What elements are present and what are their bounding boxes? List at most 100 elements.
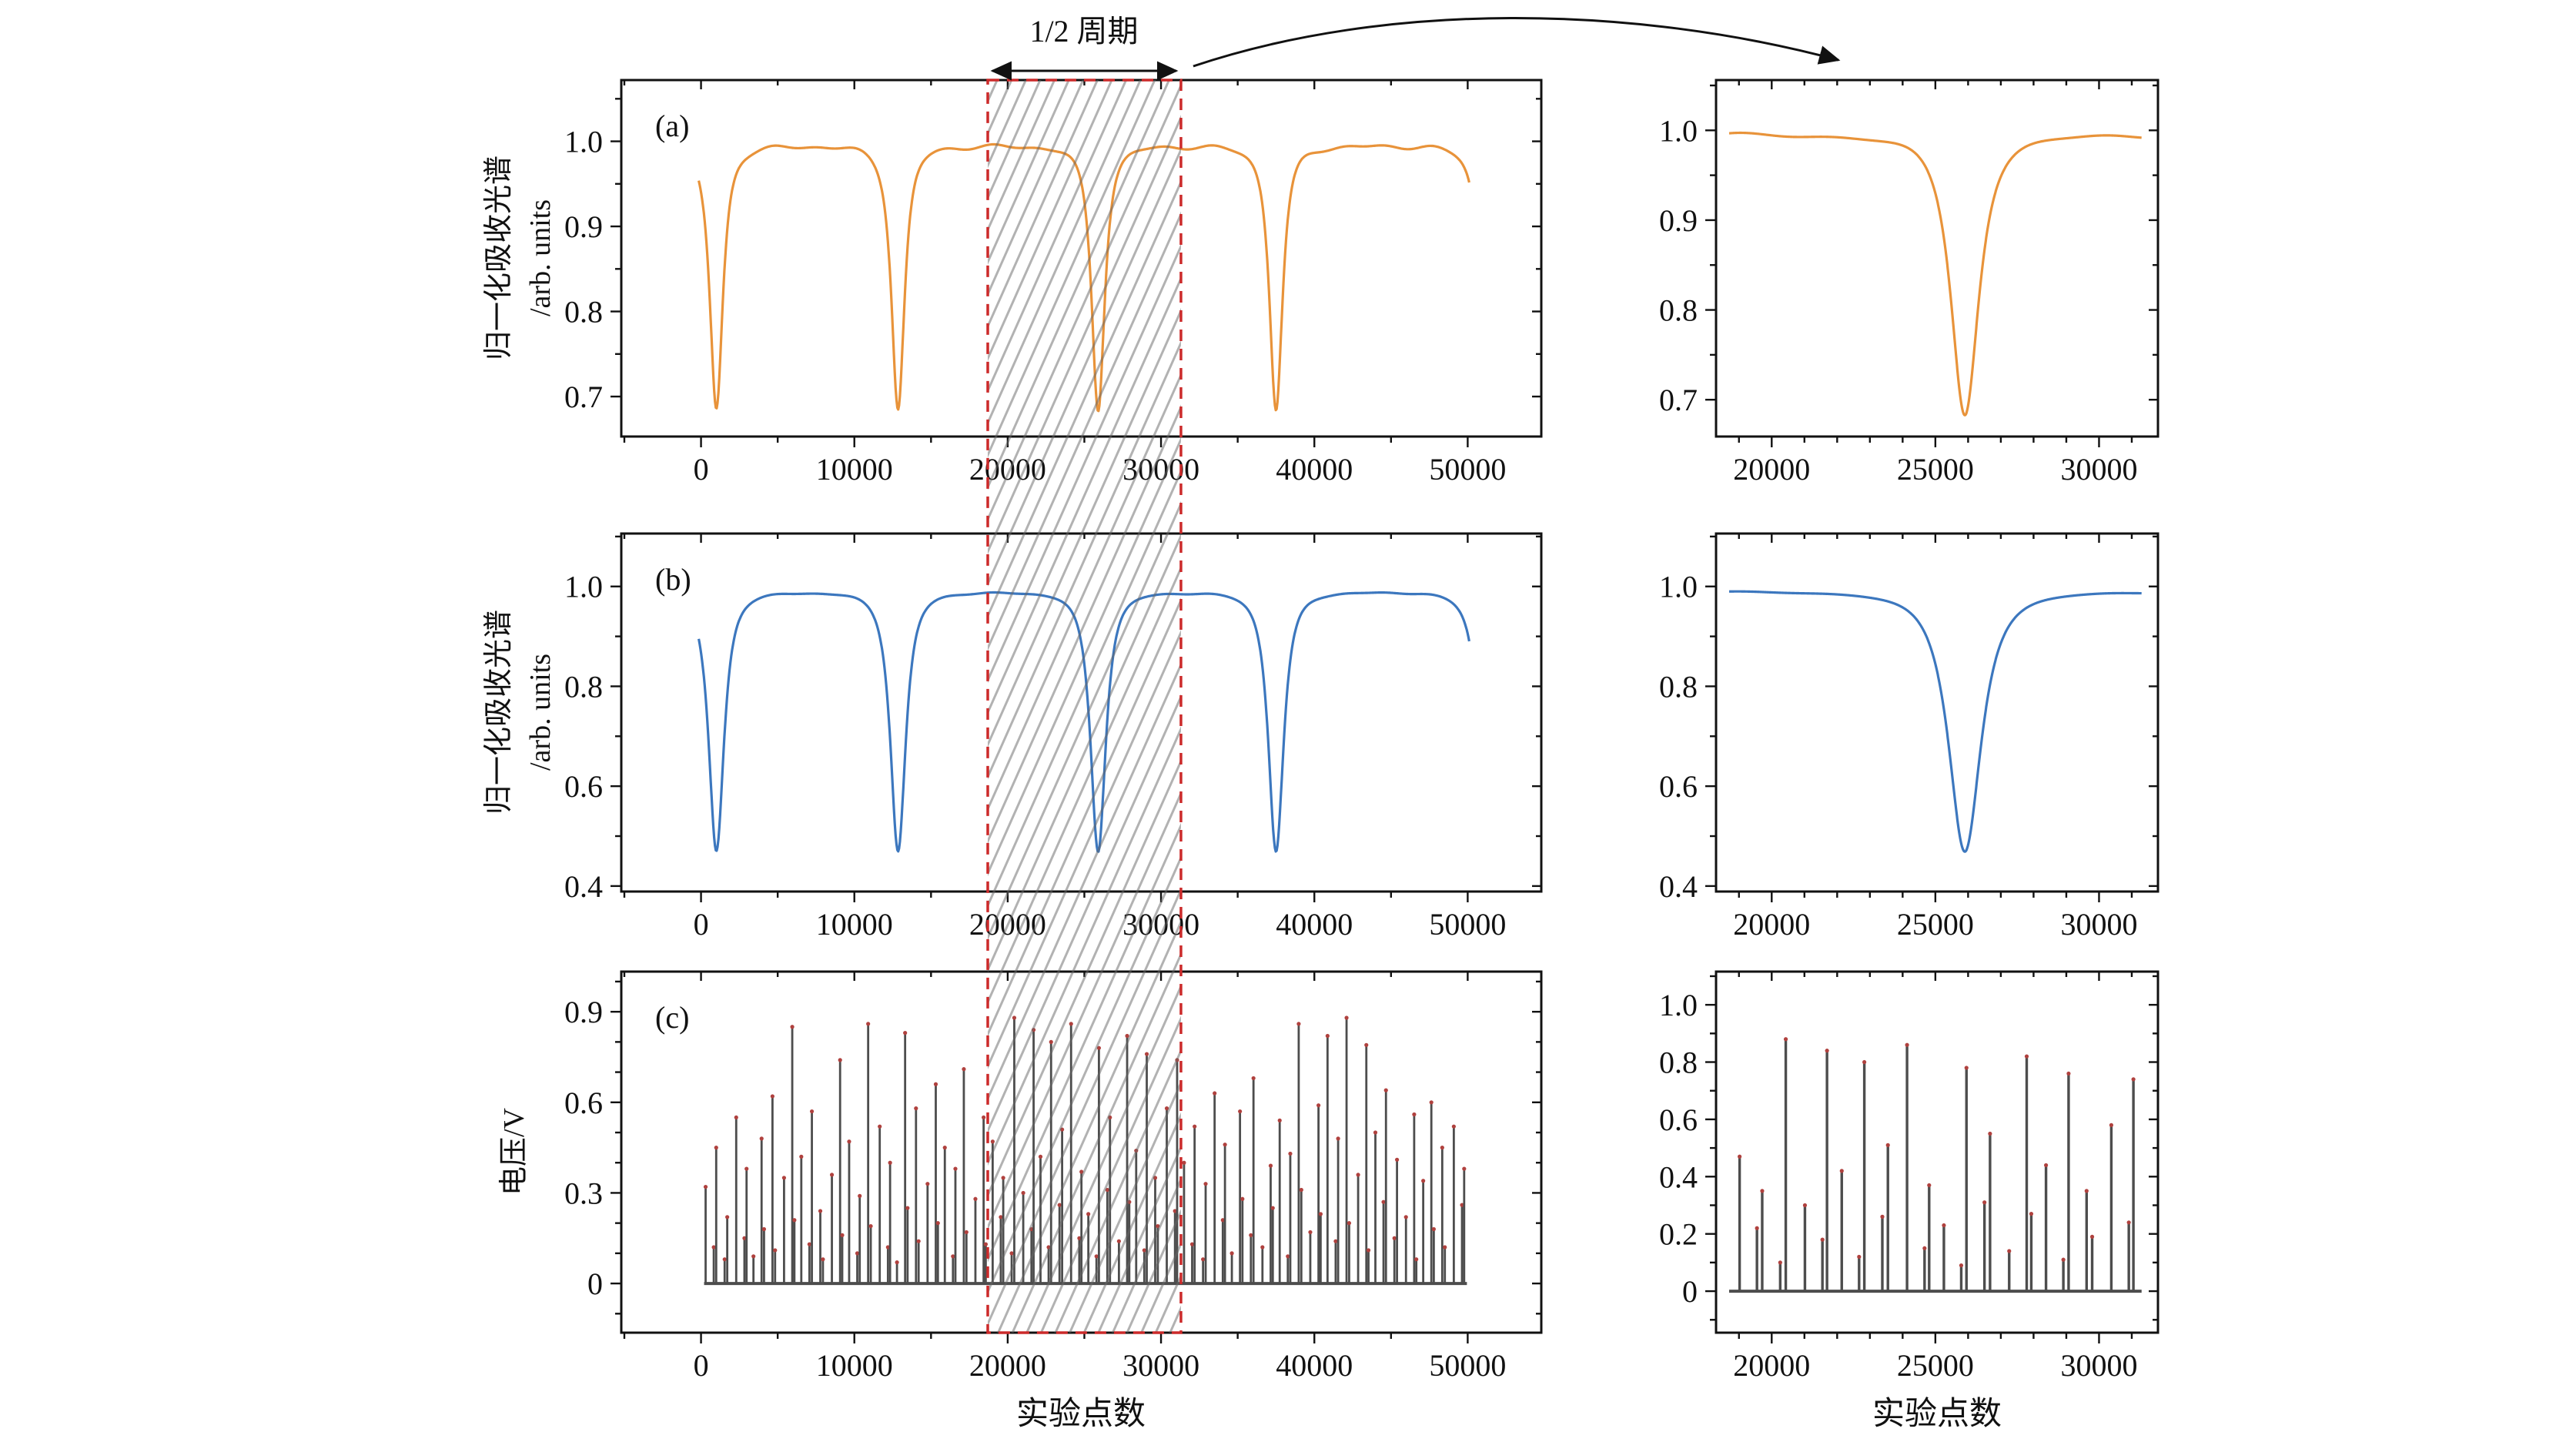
spike-cap [973, 1196, 978, 1201]
spike-cap [1403, 1215, 1408, 1220]
spike-cap [790, 1025, 795, 1029]
x-tick-label: 10000 [816, 1348, 893, 1383]
spike-cap [1001, 1176, 1005, 1180]
zoom-pointer-arrow [1193, 17, 1841, 68]
spike-cap [1318, 1212, 1323, 1216]
spike-cap [1820, 1237, 1825, 1242]
spike-cap [905, 1206, 910, 1210]
y-axis-title-b-line2: /arb. units [524, 654, 557, 771]
spike-cap [1394, 1157, 1400, 1162]
spike-cap [1927, 1183, 1932, 1188]
y-tick-label: 0.9 [1659, 203, 1698, 238]
spike-cap [1189, 1242, 1195, 1246]
spike-cap [1373, 1130, 1378, 1135]
spike-cap [1414, 1257, 1419, 1262]
spike-cap [1144, 1052, 1149, 1056]
spike-cap [1116, 1239, 1121, 1243]
spike-cap [818, 1209, 823, 1213]
spike-cap [1440, 1146, 1444, 1150]
spike-cap [1802, 1203, 1808, 1208]
spike-cap [807, 1242, 811, 1246]
x-tick-label: 0 [694, 1348, 709, 1383]
y-tick-label: 0.8 [564, 669, 603, 704]
plot-area [1728, 590, 2143, 853]
spike-cap [711, 1245, 716, 1250]
spike-cap [1316, 1103, 1321, 1108]
spike-cap [1344, 1015, 1349, 1020]
spike-cap [1783, 1037, 1788, 1042]
axes [611, 80, 1541, 447]
x-tick-label: 30000 [1122, 907, 1199, 942]
spike-cap [744, 1166, 749, 1171]
y-tick-label: 0.6 [564, 1086, 603, 1120]
spike-cap [983, 1242, 989, 1246]
y-tick-label: 0.4 [1659, 1159, 1698, 1194]
spike-cap [1060, 1127, 1065, 1132]
panel-label-c: (c) [655, 1000, 690, 1035]
panel-label-a: (a) [655, 109, 690, 143]
plot-frame [1715, 970, 2159, 1334]
plot-area [1728, 131, 2143, 417]
y-tick-label: 0.8 [1659, 293, 1698, 328]
spike-cap [2061, 1257, 2066, 1262]
y-tick-label: 0.8 [564, 295, 603, 330]
spike-cap [1164, 1106, 1169, 1111]
spike-cap [1421, 1179, 1426, 1183]
x-tick-label: 20000 [969, 1348, 1046, 1383]
x-tick-label: 50000 [1429, 1348, 1506, 1383]
spike-cap [1431, 1226, 1436, 1232]
x-axis-title-right: 实验点数 [1872, 1397, 2002, 1432]
spike-cap [1443, 1245, 1447, 1250]
spike-cap [2066, 1071, 2071, 1076]
spike-cap [742, 1236, 747, 1240]
series-abs2_full [698, 591, 1470, 853]
spike-cap [821, 1257, 825, 1262]
y-tick-label: 0.6 [564, 769, 603, 804]
spike-cap [1260, 1245, 1265, 1250]
y-tick-label: 0.9 [564, 209, 603, 244]
spike-cap [1356, 1173, 1360, 1177]
spike-cap [888, 1160, 892, 1165]
spike-cap [1203, 1182, 1208, 1186]
spike-cap [1229, 1251, 1234, 1256]
spike-cap [1108, 1115, 1112, 1120]
spike-cap [734, 1115, 738, 1120]
y-tick-label: 0.3 [564, 1176, 603, 1210]
spike-cap [2084, 1189, 2089, 1193]
x-axis-title-left: 实验点数 [1015, 1397, 1146, 1432]
spike-cap [925, 1182, 930, 1186]
spike-cap [1862, 1059, 1867, 1065]
spike-cap [1336, 1136, 1340, 1141]
x-tick-label: 25000 [1897, 1348, 1974, 1383]
y-axis-title-b-line1: 归一化吸收光谱 [483, 610, 515, 815]
y-tick-label: 0.7 [564, 380, 603, 414]
y-tick-label: 0.6 [1659, 1102, 1698, 1137]
x-tick-label: 40000 [1276, 907, 1353, 942]
chart-abs1_full: 0 10000 20000 30000 40000 50000 0.7 0.8 0.9 1.0 [564, 79, 1543, 487]
chart-abs2_zoom: 20000 25000 30000 0.4 0.6 0.8 1.0 [1659, 532, 2159, 942]
spike-cap [703, 1184, 708, 1189]
spike-cap [1325, 1033, 1330, 1039]
series-abs1_full [698, 142, 1470, 413]
spike-cap [1012, 1015, 1017, 1020]
spike-cap [1153, 1176, 1158, 1180]
y-tick-label: 0 [1682, 1274, 1698, 1309]
spike-cap [962, 1067, 966, 1072]
spike-cap [2126, 1220, 2131, 1225]
axes [611, 534, 1541, 902]
x-tick-label: 30000 [2060, 907, 2137, 942]
spike-cap [1270, 1206, 1275, 1210]
spike-cap [2131, 1077, 2136, 1082]
y-tick-label: 0.7 [1659, 383, 1698, 417]
spike-cap [781, 1176, 787, 1180]
spike-cap [1021, 1190, 1025, 1196]
spike-cap [1213, 1091, 1217, 1096]
plot-area [698, 142, 1470, 413]
spike-cap [770, 1094, 774, 1099]
spike-cap [855, 1251, 860, 1256]
spike-cap [1201, 1257, 1206, 1262]
x-tick-label: 20000 [969, 452, 1046, 487]
spike-cap [1125, 1033, 1129, 1039]
spike-cap [722, 1257, 727, 1262]
